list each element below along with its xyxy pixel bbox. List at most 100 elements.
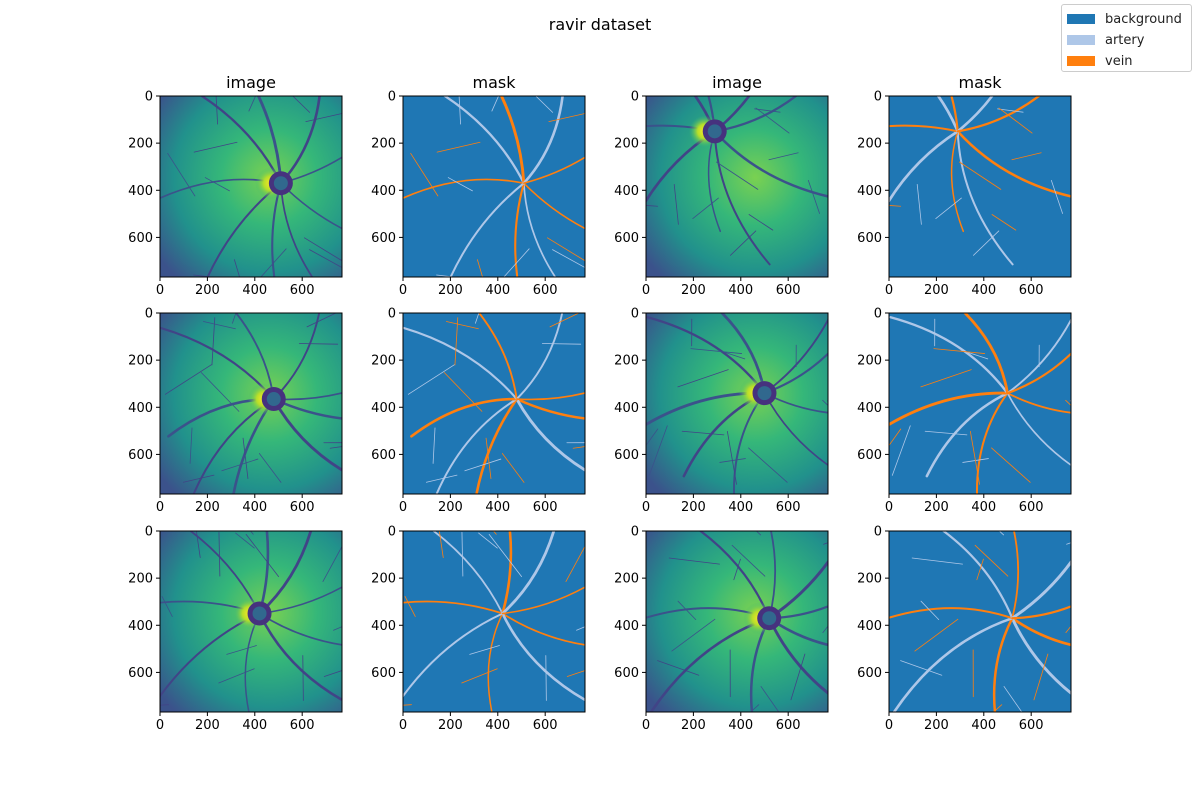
vessel — [501, 531, 513, 615]
vessel-branch — [1104, 582, 1144, 616]
x-tick-label: 0 — [642, 718, 650, 733]
axes-frame — [645, 530, 829, 713]
mask-background — [889, 531, 1071, 712]
vessel-branch — [242, 437, 249, 479]
vessel-branch — [446, 321, 479, 330]
vessel-branch — [1079, 686, 1114, 689]
x-tick-label: 600 — [290, 500, 315, 515]
y-tick-label: 600 — [614, 448, 639, 463]
vessel — [499, 96, 526, 185]
vessel-branch — [322, 545, 342, 582]
vessel — [950, 130, 965, 233]
vessel-branch — [346, 633, 351, 663]
vessel — [432, 531, 504, 615]
optic-cup — [707, 124, 722, 139]
mask-background — [403, 313, 585, 494]
y-tick-label: 200 — [128, 137, 153, 152]
y-tick-label: 200 — [614, 137, 639, 152]
legend-swatch-background — [1067, 14, 1095, 24]
vessel — [950, 96, 959, 133]
vessel — [763, 392, 828, 414]
subplot-mask-r2c4: 0 200 400 600 0 200 400 600 — [857, 288, 1118, 515]
x-tick-label: 200 — [438, 500, 463, 515]
vessel-branch — [447, 177, 473, 192]
subplot-grid: 0 200 400 600 0 200 400 600 image 0 200 400 600 0 200 4… — [128, 12, 1144, 733]
x-tick-label: 400 — [485, 500, 510, 515]
x-tick-label: 600 — [776, 500, 801, 515]
y-tick-label: 400 — [128, 401, 153, 416]
vessel-branch — [232, 313, 237, 324]
vessel-branch — [576, 626, 585, 631]
vessel-branch — [589, 633, 594, 663]
vessel-branch — [309, 249, 342, 269]
subplot-content — [646, 313, 828, 494]
legend-item-vein: vein — [1067, 51, 1133, 71]
vessel-branch — [403, 704, 412, 706]
vessel-branch — [1050, 179, 1063, 214]
vessel-branch — [730, 230, 757, 256]
x-tick-label: 600 — [533, 283, 558, 298]
y-tick-label: 600 — [371, 666, 396, 681]
y-tick-label: 0 — [631, 307, 639, 322]
subplot-title: image — [712, 73, 762, 92]
vessel-branch — [362, 373, 393, 396]
y-tick-label: 400 — [614, 401, 639, 416]
vessel-branch — [189, 427, 193, 464]
vessel-branch — [1069, 399, 1071, 402]
vessel-branch — [475, 313, 480, 324]
y-tick-label: 0 — [874, 525, 882, 540]
axes-frame — [402, 95, 586, 278]
vessel-branch — [160, 704, 169, 706]
vessel-branch — [748, 214, 774, 231]
vessel — [477, 313, 518, 400]
vessel — [258, 531, 313, 615]
legend-item-background: background — [1067, 9, 1182, 29]
vessel-branch — [750, 704, 760, 712]
vessel-branch — [933, 348, 986, 354]
vessel-branch — [488, 533, 523, 577]
subplot-content — [827, 12, 1071, 277]
vessel-branch — [183, 474, 215, 483]
vessel-branch — [677, 369, 729, 388]
axes-frame — [888, 312, 1072, 495]
y-tick-label: 0 — [145, 90, 153, 105]
vessel-branch — [828, 475, 836, 528]
vessel-branch — [992, 12, 1001, 60]
vessel-branch — [303, 237, 342, 262]
subplot-content — [403, 531, 594, 712]
x-tick-label: 600 — [533, 500, 558, 515]
x-tick-label: 600 — [776, 718, 801, 733]
y-tick-label: 600 — [128, 231, 153, 246]
vessel-branch — [822, 625, 828, 633]
vessel-branch — [891, 425, 911, 476]
vessel — [1010, 616, 1071, 647]
vessel-branch — [681, 430, 725, 436]
x-tick-label: 0 — [156, 283, 164, 298]
subplot-content — [646, 96, 828, 277]
vessel-branch — [298, 343, 339, 345]
axes-frame — [159, 312, 343, 495]
vessel-branch — [916, 17, 924, 43]
vessel-branch — [476, 259, 483, 277]
vessel-branch — [1083, 461, 1118, 464]
vessel-branch — [431, 59, 470, 61]
vessel — [523, 182, 557, 277]
x-tick-label: 0 — [885, 718, 893, 733]
vessel — [1011, 531, 1020, 620]
vessel — [713, 96, 798, 133]
vessel — [941, 531, 1014, 620]
vessel — [475, 397, 519, 494]
vessel-branch — [976, 558, 984, 581]
y-tick-label: 600 — [371, 448, 396, 463]
fundus-image — [646, 531, 828, 712]
vessel-branch — [1072, 288, 1093, 296]
axes-frame — [402, 530, 586, 713]
vessel-branch — [404, 596, 416, 617]
vessel-branch — [827, 144, 861, 176]
vessel-branch — [167, 152, 196, 197]
vessel — [272, 313, 321, 400]
vessel-branch — [188, 59, 227, 61]
vessel — [403, 178, 525, 200]
vessel-branch — [461, 531, 464, 577]
